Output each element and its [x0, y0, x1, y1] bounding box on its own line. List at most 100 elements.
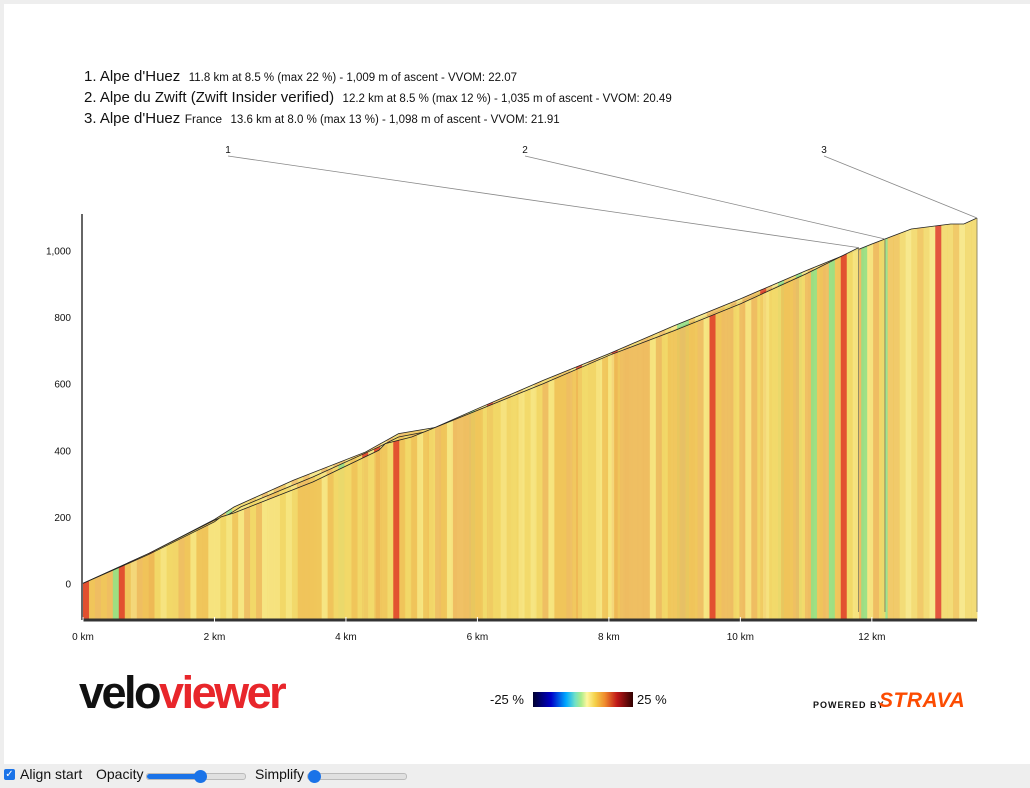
y-tick-label: 400: [54, 446, 71, 457]
powered-by-label: POWERED BY: [813, 700, 885, 710]
simplify-slider[interactable]: [307, 770, 407, 783]
segment-row-1[interactable]: 1. Alpe d'Huez 11.8 km at 8.5 % (max 22 …: [84, 66, 672, 87]
opacity-slider-thumb[interactable]: [194, 770, 208, 783]
gradient-strip: [667, 330, 675, 620]
gradient-strip: [309, 480, 317, 620]
gradient-strip: [804, 271, 812, 620]
gradient-strip: [861, 245, 868, 621]
gradient-strip: [727, 306, 734, 620]
strava-logo: STRAVA: [879, 689, 966, 712]
y-tick-label: 1,000: [46, 247, 71, 258]
gradient-strip: [793, 277, 800, 620]
veloviewer-logo: veloviewer: [79, 667, 287, 718]
gradient-strip: [226, 513, 233, 620]
gradient-strip: [852, 247, 860, 620]
series-3-callout: 3: [821, 145, 827, 156]
gradient-strip: [637, 342, 645, 620]
align-start-checkbox[interactable]: ✓: [4, 769, 15, 780]
elevation-chart: 1 2 3 0 km 2 km 4 km 6 km 8 km 10 km 12 km 0 200 400…: [46, 145, 978, 643]
gradient-strip: [136, 557, 144, 620]
gradient-strip: [542, 381, 549, 620]
opacity-slider[interactable]: [146, 770, 246, 783]
gradient-strip: [83, 580, 90, 620]
gradient-strip: [399, 438, 406, 620]
x-tick-label: 2 km: [204, 632, 226, 643]
gradient-strip: [965, 220, 972, 620]
gradient-strip: [691, 321, 698, 620]
y-tick-label: 600: [54, 380, 71, 391]
gradient-strip: [106, 570, 114, 620]
gradient-strip: [524, 388, 531, 620]
gradient-strip: [262, 499, 269, 620]
gradient-strip: [566, 371, 573, 620]
gradient-strip: [184, 533, 191, 620]
logo-viewer: viewer: [159, 667, 287, 718]
gradient-strip: [739, 301, 746, 620]
gradient-scale-max: 25 %: [637, 692, 667, 707]
gradient-strip: [279, 492, 287, 620]
gradient-strip: [166, 542, 173, 620]
gradient-strip: [297, 485, 305, 620]
gradient-strip: [411, 434, 418, 620]
gradient-strip: [578, 366, 585, 620]
series-1-leader-line: [227, 155, 859, 249]
gradient-strip: [873, 241, 880, 620]
x-tick-label: 10 km: [727, 632, 754, 643]
gradient-strip: [935, 225, 942, 620]
gradient-strip: [500, 398, 508, 620]
gradient-strip: [530, 386, 537, 620]
gradient-strip: [608, 353, 615, 620]
gradient-strip: [763, 290, 770, 620]
gradient-strip: [631, 344, 639, 620]
gradient-strip: [381, 443, 388, 620]
segment-row-2[interactable]: 2. Alpe du Zwift (Zwift Insider verified…: [84, 87, 672, 108]
segment-name: 2. Alpe du Zwift (Zwift Insider verified…: [84, 89, 335, 106]
gradient-strip: [220, 515, 227, 620]
gradient-strip: [267, 497, 275, 620]
gradient-strip: [703, 316, 710, 620]
gradient-strip: [685, 323, 693, 620]
gradient-strip: [148, 551, 156, 620]
gradient-strip: [482, 405, 490, 620]
gradient-strip: [512, 393, 519, 620]
gradient-strip: [787, 279, 794, 620]
series-1-outline: [82, 247, 859, 584]
gradient-strip: [846, 250, 854, 620]
gradient-strip: [840, 253, 848, 620]
gradient-strip: [464, 413, 472, 620]
gradient-strip: [769, 288, 776, 620]
gradient-strip: [124, 562, 132, 620]
segment-row-3[interactable]: 3. Alpe d'Huez France 13.6 km at 8.0 % (…: [84, 108, 672, 129]
gradient-strip: [655, 335, 663, 620]
gradient-strip: [572, 368, 579, 620]
gradient-strip: [899, 231, 906, 620]
gradient-strip: [452, 417, 460, 620]
simplify-slider-thumb[interactable]: [308, 770, 321, 783]
gradient-strip: [458, 415, 466, 620]
gradient-strip: [130, 559, 138, 620]
segment-stats: 13.6 km at 8.0 % (max 13 %) - 1,098 m of…: [230, 114, 560, 126]
simplify-label: Simplify: [255, 766, 305, 782]
gradient-strip: [614, 351, 621, 620]
gradient-strip: [446, 420, 454, 620]
gradient-strip: [256, 501, 263, 620]
gradient-color-scale: [533, 692, 633, 707]
gradient-strip: [405, 437, 412, 620]
gradient-strip: [375, 447, 382, 620]
gradient-strip: [250, 504, 257, 620]
gradient-strip: [590, 360, 597, 620]
gradient-strip: [357, 457, 364, 620]
gradient-strip: [649, 337, 657, 620]
gradient-strip: [679, 326, 687, 620]
gradient-strip: [715, 311, 722, 620]
gradient-strip: [697, 318, 704, 620]
gradient-strip: [917, 227, 924, 621]
gradient-strip: [554, 376, 561, 620]
gradient-strip: [202, 524, 209, 620]
gradient-strip: [834, 256, 842, 620]
gradient-strip: [387, 441, 394, 620]
x-tick-label: 12 km: [858, 632, 885, 643]
gradient-strip: [345, 463, 352, 620]
gradient-strip: [923, 226, 930, 620]
gradient-strip: [214, 517, 221, 620]
